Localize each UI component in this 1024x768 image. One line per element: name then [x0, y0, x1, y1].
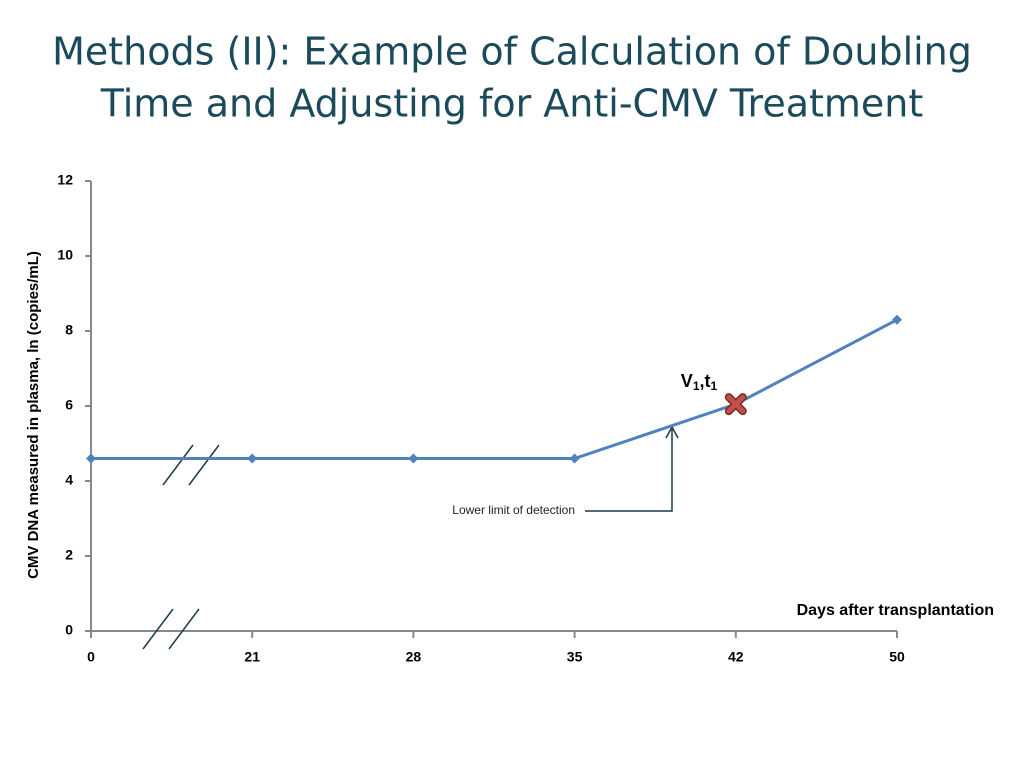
x-axis-label: Days after transplantation — [797, 602, 994, 619]
highlight-stroke — [726, 394, 746, 414]
y-tick-label: 8 — [65, 322, 73, 338]
title-line: Methods (II): Example of Calculation of … — [52, 30, 972, 74]
highlight-label-part: 1 — [711, 379, 718, 393]
y-tick-label: 0 — [65, 622, 73, 638]
y-tick-label: 10 — [57, 247, 73, 263]
point — [408, 453, 419, 464]
annotation: Lower limit of detection — [452, 503, 575, 517]
x-tick-label: 42 — [728, 649, 744, 665]
series-line — [91, 318, 898, 460]
title-line: Time and Adjusting for Anti-CMV Treatmen… — [100, 82, 924, 126]
axis-break — [142, 444, 220, 650]
point — [892, 314, 902, 325]
y-tick-label: 2 — [65, 547, 73, 563]
point — [569, 453, 580, 464]
highlight-label: V1,t1 — [681, 371, 718, 393]
x-tick-label: 28 — [406, 649, 422, 665]
x-tick-label: 35 — [567, 649, 583, 665]
highlight-marker — [724, 393, 747, 416]
x-tick-label: 21 — [244, 649, 260, 665]
highlight-label-part: 1 — [693, 379, 700, 393]
y-tick-label: 6 — [65, 397, 73, 413]
y-tick-label: 12 — [57, 172, 73, 188]
y-tick-label: 4 — [65, 472, 73, 488]
highlight-label-part: ,t — [700, 371, 711, 391]
point — [86, 453, 96, 464]
highlight-label-part: V — [681, 371, 693, 391]
x-tick-label: 50 — [889, 649, 905, 665]
point — [247, 453, 258, 464]
y-axis-label: CMV DNA measured in plasma, ln (copies/m… — [25, 251, 42, 579]
x-tick-label: 0 — [87, 649, 95, 665]
